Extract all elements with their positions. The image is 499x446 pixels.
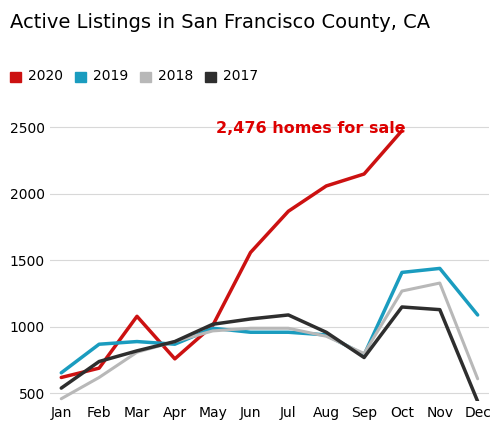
Text: 2020: 2020 (28, 69, 63, 83)
Text: 2019: 2019 (93, 69, 129, 83)
Text: 2017: 2017 (223, 69, 258, 83)
Text: 2,476 homes for sale: 2,476 homes for sale (216, 121, 406, 136)
Text: Active Listings in San Francisco County, CA: Active Listings in San Francisco County,… (10, 13, 430, 33)
Text: 2018: 2018 (158, 69, 194, 83)
